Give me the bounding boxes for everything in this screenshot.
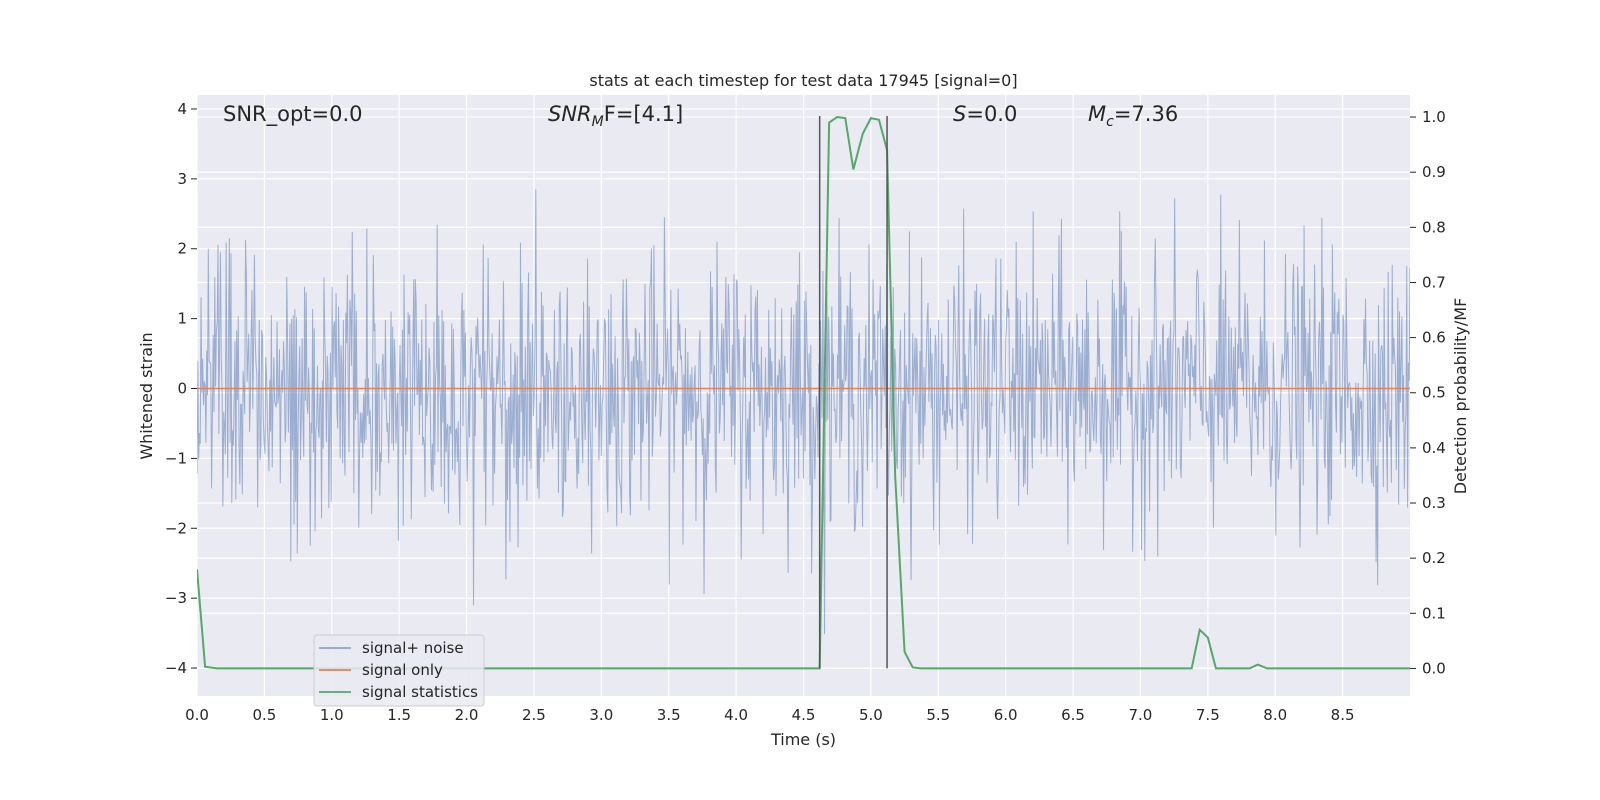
y-axis-label: Whitened strain <box>137 332 156 459</box>
annotation-mc: Mc=7.36 <box>1088 102 1178 130</box>
legend-label-signal-only: signal only <box>362 661 443 679</box>
annotation-snr-opt: SNR_opt=0.0 <box>223 102 363 127</box>
annotation-snr-mf-main: SNR <box>548 102 592 126</box>
x-tick-label: 3.0 <box>589 706 613 724</box>
x-tick-label: 2.0 <box>455 706 479 724</box>
x-tick-label: 5.5 <box>926 706 950 724</box>
legend-label-signal-statistics: signal statistics <box>362 683 478 701</box>
x-tick-label: 4.5 <box>792 706 816 724</box>
y2-tick-label: 0.7 <box>1422 273 1446 291</box>
tick-labels: 0.0 0.5 1.0 1.5 2.0 2.5 3.0 3.5 4.0 4.5 5.0 5.5 6.0 6… <box>165 100 1446 724</box>
x-axis-label: Time (s) <box>770 730 836 749</box>
x-tick-label: 1.5 <box>387 706 411 724</box>
y-tick-label: 4 <box>177 100 187 118</box>
x-tick-label: 6.5 <box>1061 706 1085 724</box>
annotation-snr-mf-sub: M <box>592 114 604 130</box>
y2-tick-label: 0.8 <box>1422 218 1446 236</box>
annotation-mc-main: M <box>1088 102 1106 126</box>
x-tick-label: 0.5 <box>252 706 276 724</box>
annotation-mc-sub: c <box>1106 114 1114 130</box>
y2-axis-label: Detection probability/MF <box>1451 298 1470 495</box>
x-tick-label: 2.5 <box>522 706 546 724</box>
x-tick-label: 7.5 <box>1196 706 1220 724</box>
x-tick-label: 6.0 <box>994 706 1018 724</box>
y2-tick-label: 0.3 <box>1422 494 1446 512</box>
series-signal-noise <box>197 189 1410 635</box>
x-tick-label: 5.0 <box>859 706 883 724</box>
y2-tick-label: 0.0 <box>1422 659 1446 677</box>
x-tick-label: 7.0 <box>1129 706 1153 724</box>
y2-tick-label: 0.6 <box>1422 329 1446 347</box>
annotation-s-rest: =0.0 <box>966 102 1017 126</box>
legend: signal+ noise signal only signal statist… <box>313 634 485 707</box>
x-tick-label: 8.0 <box>1263 706 1287 724</box>
x-tick-label: 0.0 <box>185 706 209 724</box>
x-tick-label: 1.0 <box>320 706 344 724</box>
annotation-s: S=0.0 <box>953 102 1017 126</box>
y-tick-label: −1 <box>165 449 187 467</box>
y2-tick-label: 0.9 <box>1422 163 1446 181</box>
x-tick-label: 8.5 <box>1331 706 1355 724</box>
noise-series-group <box>197 189 1410 635</box>
legend-label-signal-noise: signal+ noise <box>362 639 464 657</box>
y-tick-label: −4 <box>165 659 187 677</box>
y-tick-label: −2 <box>165 519 187 537</box>
y-tick-label: 0 <box>177 380 187 398</box>
y-tick-label: 1 <box>177 310 187 328</box>
y-tick-label: 3 <box>177 170 187 188</box>
x-tick-label: 3.5 <box>657 706 681 724</box>
y-tick-label: −3 <box>165 589 187 607</box>
chart-title: stats at each timestep for test data 179… <box>589 71 1017 90</box>
annotation-snr-mf-rest: F=[4.1] <box>604 102 683 126</box>
annotation-mc-rest: =7.36 <box>1114 102 1178 126</box>
y2-tick-label: 0.2 <box>1422 549 1446 567</box>
y2-tick-label: 0.1 <box>1422 604 1446 622</box>
legend-box <box>313 634 485 707</box>
series-signal-statistics <box>197 116 1410 670</box>
annotation-snr-mf: SNRMF=[4.1] <box>548 102 683 130</box>
y2-tick-label: 0.5 <box>1422 384 1446 402</box>
y-tick-label: 2 <box>177 240 187 258</box>
y2-tick-label: 0.4 <box>1422 439 1446 457</box>
annotation-s-main: S <box>953 102 966 126</box>
x-tick-label: 4.0 <box>724 706 748 724</box>
y2-tick-label: 1.0 <box>1422 108 1446 126</box>
line-series-group <box>197 116 1410 670</box>
vertical-markers <box>818 116 888 669</box>
